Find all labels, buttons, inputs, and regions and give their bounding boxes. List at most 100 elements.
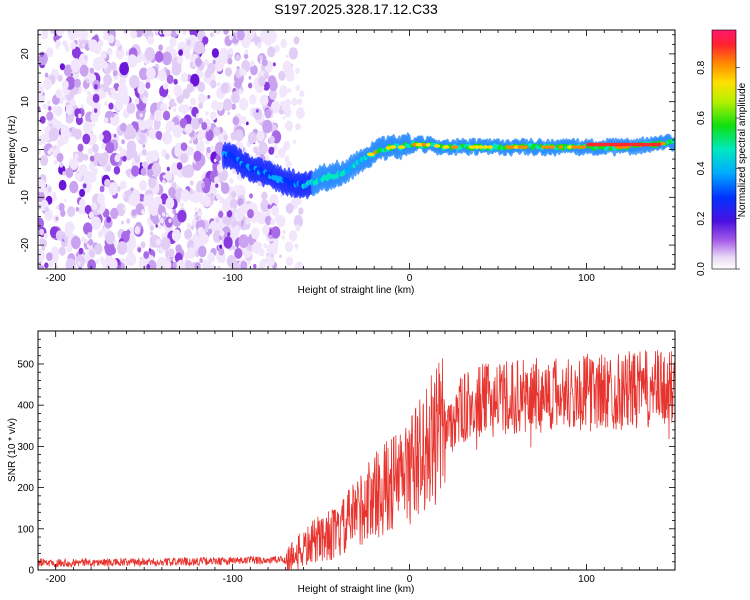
spectrogram-noise-blob	[198, 117, 204, 125]
spectrogram-noise-blob	[96, 193, 105, 205]
spectrogram-noise-blob	[148, 128, 158, 140]
spectrogram-noise-blob	[259, 55, 263, 61]
spectrogram-noise-blob	[223, 30, 229, 35]
spectrogram-noise-blob	[130, 30, 137, 39]
spectrogram-noise-blob	[176, 54, 184, 64]
spectrogram-noise-blob	[212, 230, 222, 243]
x-tick-label: 0	[407, 574, 413, 585]
spectrogram-noise-blob	[247, 131, 257, 144]
spectrogram-noise-blob	[205, 111, 209, 116]
spectrogram-noise-blob	[78, 164, 88, 176]
spectrogram-noise-blob	[151, 162, 162, 176]
spectrogram-noise-blob	[61, 80, 69, 90]
spectrogram-noise-blob	[259, 30, 269, 43]
spectrogram-noise-blob	[70, 41, 77, 50]
spectrogram-noise-blob	[279, 254, 282, 259]
x-tick-label: 0	[407, 273, 413, 284]
snr-background	[38, 331, 675, 570]
spectrogram-noise-blob	[137, 247, 142, 253]
spectrogram-noise-blob	[265, 254, 276, 267]
colorbar-tick-label: 0.2	[696, 211, 707, 225]
spectrogram-noise-blob	[75, 172, 82, 182]
spectrogram-noise-blob	[211, 48, 219, 58]
spectrogram-noise-blob	[180, 152, 188, 164]
spectrogram-noise-blob	[88, 39, 98, 52]
spectrogram-ridge-peak	[398, 145, 406, 149]
spectrogram-noise-blob	[256, 130, 265, 142]
spectrogram-noise-blob	[293, 139, 297, 144]
colorbar-ticks: 0.0 0.2 0.4 0.6 0.8	[696, 60, 740, 276]
spectrogram-noise-blob	[269, 135, 275, 144]
spectrogram-noise-blob	[38, 84, 44, 96]
spectrogram-noise-blob	[284, 120, 293, 132]
spectrogram-noise-blob	[159, 96, 164, 102]
spectrogram-noise-blob	[98, 133, 104, 141]
spectrogram-noise-blob	[81, 179, 92, 193]
spectrogram-noise-blob	[295, 85, 300, 91]
spectrogram-noise-blob	[264, 215, 272, 226]
spectrogram-noise-blob	[117, 241, 128, 255]
spectrogram-noise-blob	[40, 238, 47, 249]
spectrogram-noise-blob	[194, 207, 198, 211]
spectrogram-noise-blob	[87, 147, 94, 155]
spectrogram-noise-blob	[184, 51, 191, 60]
spectrogram-noise-blob	[74, 153, 79, 159]
spectrogram-noise-blob	[250, 227, 260, 240]
spectrogram-noise-blob	[110, 246, 116, 255]
spectrogram-noise-blob	[89, 155, 95, 162]
spectrogram-noise-blob	[197, 226, 205, 237]
spectrogram-noise-blob	[80, 104, 84, 109]
spectrogram-noise-blob	[156, 256, 167, 269]
spectrogram-noise-blob	[149, 225, 155, 231]
spectrogram-noise-blob	[232, 116, 240, 126]
spectrogram-noise-blob	[248, 75, 252, 80]
spectrogram-noise-blob	[247, 209, 254, 219]
spectrogram-noise-blob	[188, 150, 193, 156]
spectrogram-noise-blob	[237, 197, 244, 207]
spectrogram-noise-blob	[82, 251, 86, 256]
snr-ticks: -200 -100 0 100 0 100 200 300 400 500	[17, 330, 676, 585]
spectrogram-noise-blob	[52, 105, 58, 113]
spectrogram-noise-blob	[154, 51, 164, 63]
spectrogram-noise-blob	[106, 216, 112, 223]
spectrogram-noise-blob	[110, 207, 119, 220]
y-tick-label: -10	[20, 190, 31, 205]
spectrogram-noise-blob	[162, 82, 169, 90]
spectrogram-noise-blob	[180, 142, 188, 152]
spectrogram-noise-blob	[55, 89, 63, 99]
y-tick-label: 0	[20, 146, 31, 152]
spectrogram-noise-blob	[125, 169, 130, 175]
spectrogram-noise-blob	[90, 111, 99, 123]
spectrogram-noise-blob	[95, 259, 100, 265]
spectrogram-noise-blob	[177, 209, 187, 223]
spectrogram-noise-blob	[41, 30, 49, 40]
spectrogram-noise-blob	[162, 30, 172, 37]
spectrogram-noise-blob	[186, 247, 196, 259]
spectrogram-noise-blob	[261, 58, 268, 67]
spectrogram-noise-blob	[150, 150, 160, 162]
spectrogram-noise-blob	[220, 82, 229, 94]
spectrogram-ridge-peak-band	[586, 142, 661, 147]
spectrogram-noise-blob	[213, 126, 221, 136]
spectrogram-noise-blob	[161, 237, 171, 250]
spectrogram-noise-blob	[270, 218, 276, 226]
spectrogram-noise-blob	[67, 206, 76, 218]
spectrogram-noise-blob	[48, 105, 52, 111]
spectrogram-noise-blob	[51, 259, 55, 264]
snr-series-line	[38, 350, 675, 570]
spectrogram-noise-blob	[157, 69, 167, 82]
spectrogram-noise-blob	[137, 84, 145, 95]
spectrogram-noise-blob	[295, 224, 301, 232]
spectrogram-noise-blob	[218, 210, 224, 218]
spectrogram-noise-blob	[186, 83, 194, 93]
x-tick-label: -200	[46, 273, 66, 284]
spectrogram-noise-blob	[47, 100, 51, 105]
spectrogram-noise-blob	[207, 95, 211, 99]
spectrogram-ridge-peak	[366, 152, 375, 157]
spectrogram-noise-blob	[89, 67, 94, 74]
spectrogram-noise-blob	[299, 90, 305, 98]
spectrogram-noise-blob	[82, 183, 87, 189]
spectrogram-noise-blob	[220, 182, 230, 194]
spectrogram-noise-blob	[278, 70, 286, 81]
spectrogram-noise-blob	[241, 116, 247, 125]
